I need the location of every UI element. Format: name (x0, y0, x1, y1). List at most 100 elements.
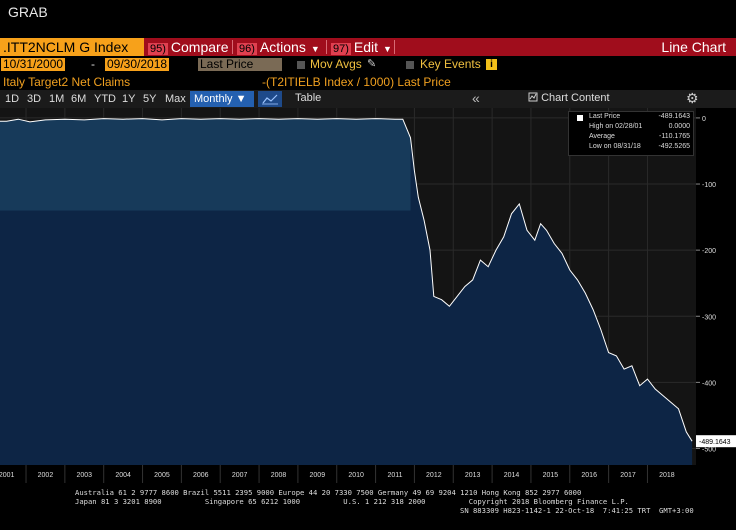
price-chart[interactable]: 0-100-200-300-400-500 2001 2002 2003 2004 20… (0, 108, 736, 484)
footer-session-line: SN 883309 H823-1142-1 22-Oct-18 7:41:25 … (460, 506, 694, 515)
last-value-box (696, 435, 736, 448)
y-tick-label: 0 (702, 116, 706, 123)
actions-menu-number: 96) (237, 43, 257, 55)
date-separator: - (91, 57, 95, 71)
compare-menu-number: 95) (148, 43, 168, 55)
footer: Australia 61 2 9777 8600 Brazil 5511 239… (0, 484, 736, 530)
table-button[interactable]: Table (295, 92, 322, 104)
legend-row-high: High on 02/28/01 0.0000 (569, 123, 693, 132)
x-tick-label: 2006 (193, 472, 209, 479)
x-tick-label: 2017 (620, 472, 636, 479)
menu-divider (232, 40, 233, 54)
x-tick-label: 2004 (115, 472, 131, 479)
key-events-label[interactable]: Key Events (420, 57, 481, 71)
start-date-field[interactable]: 10/31/2000 (1, 57, 66, 71)
x-tick-label: 2016 (581, 472, 597, 479)
chart-content-icon (528, 92, 538, 102)
chart-legend: Last Price -489.1643 High on 02/28/01 0.… (568, 111, 694, 156)
edit-menu[interactable]: 97) Edit ▼ (331, 38, 392, 56)
legend-value: 0.0000 (668, 123, 690, 130)
period-1d-button[interactable]: 1D (5, 93, 20, 105)
chart-toolbar (0, 90, 736, 108)
x-axis-band (0, 465, 736, 484)
legend-label: Low on 08/31/18 (589, 143, 641, 150)
legend-label: High on 02/28/01 (589, 123, 643, 130)
legend-value: -492.5265 (658, 143, 690, 150)
window-title: GRAB (8, 4, 48, 20)
menu-bar (0, 38, 736, 56)
edit-menu-number: 97) (331, 43, 351, 55)
legend-swatch (577, 115, 583, 121)
mov-avgs-label[interactable]: Mov Avgs (310, 57, 362, 71)
period-1y-button[interactable]: 1Y (122, 93, 136, 105)
x-tick-label: 2008 (271, 472, 287, 479)
compare-menu[interactable]: 95) Compare (148, 38, 229, 56)
x-tick-label: 2014 (504, 472, 520, 479)
menu-divider (326, 40, 327, 54)
period-3d-button[interactable]: 3D (27, 93, 42, 105)
legend-value: -110.1765 (658, 133, 690, 140)
key-events-checkbox[interactable] (406, 61, 414, 69)
legend-row-average: Average -110.1765 (569, 133, 693, 142)
y-tick-label: -200 (702, 248, 716, 255)
x-tick-label: 2001 (0, 472, 14, 479)
x-tick-label: 2007 (232, 472, 248, 479)
footer-copyright-line: Japan 81 3 3201 8900 Singapore 65 6212 1… (75, 497, 629, 506)
security-title: Italy Target2 Net Claims (3, 75, 131, 89)
info-icon[interactable]: i (486, 59, 497, 70)
frequency-label: Monthly (194, 93, 233, 105)
x-tick-label: 2009 (310, 472, 326, 479)
y-tick-label: -400 (702, 380, 716, 387)
x-tick-label: 2005 (154, 472, 170, 479)
compare-menu-label: Compare (170, 39, 229, 55)
x-tick-label: 2018 (659, 472, 675, 479)
x-tick-label: 2012 (426, 472, 442, 479)
caret-down-icon: ▼ (383, 44, 392, 54)
x-axis: 2001 2002 2003 2004 2005 2006 2007 2008 2009 2010… (0, 465, 736, 484)
end-date-field[interactable]: 09/30/2018 (105, 57, 170, 71)
legend-value: -489.1643 (658, 113, 690, 120)
x-tick-label: 2015 (543, 472, 559, 479)
price-line (0, 118, 693, 442)
frequency-select[interactable]: Monthly ▼ (190, 91, 254, 107)
x-tick-label: 2003 (76, 472, 92, 479)
last-value-marker: -489.1643 (696, 435, 736, 448)
y-tick-label: -300 (702, 314, 716, 321)
actions-menu[interactable]: 96) Actions ▼ (237, 38, 320, 56)
caret-down-icon: ▼ (235, 93, 247, 105)
x-tick-label: 2011 (387, 472, 402, 479)
pencil-icon[interactable]: ✎ (367, 58, 377, 70)
y-tick-label: -100 (702, 182, 716, 189)
caret-down-icon: ▼ (310, 44, 320, 54)
x-tick-label: 2010 (348, 472, 364, 479)
last-value-label: -489.1643 (699, 439, 731, 446)
x-tick-label: 2013 (465, 472, 481, 479)
chart-content-label: Chart Content (541, 92, 610, 104)
mov-avgs-checkbox[interactable] (297, 61, 305, 69)
chart-type-label: Line Chart (661, 39, 726, 55)
period-1m-button[interactable]: 1M (49, 93, 65, 105)
y-tick-label: -500 (702, 446, 716, 453)
collapse-chevron-icon[interactable]: « (472, 90, 480, 106)
legend-row-low: Low on 08/31/18 -492.5265 (569, 143, 693, 152)
legend-label: Last Price (589, 113, 621, 120)
security-formula: -(T2ITIELB Index / 1000) Last Price (262, 75, 451, 89)
gear-icon[interactable]: ⚙ (686, 90, 699, 106)
period-6m-button[interactable]: 6M (71, 93, 87, 105)
legend-label: Average (589, 133, 615, 140)
menu-divider (394, 40, 395, 54)
legend-row-last-price: Last Price -489.1643 (569, 113, 693, 122)
actions-menu-label: Actions (259, 39, 306, 55)
x-tick-label: 2002 (38, 472, 54, 479)
period-max-button[interactable]: Max (165, 93, 186, 105)
ticker-field[interactable]: .ITT2NCLM G Index (0, 38, 144, 56)
footer-contacts-line: Australia 61 2 9777 8600 Brazil 5511 239… (75, 488, 582, 497)
line-chart-button[interactable] (258, 91, 282, 107)
chart-content-button[interactable]: Chart Content (528, 92, 610, 104)
edit-menu-label: Edit (353, 39, 379, 55)
period-5y-button[interactable]: 5Y (143, 93, 157, 105)
area-fill-upper (0, 118, 411, 211)
series-select[interactable]: Last Price (198, 58, 282, 71)
period-ytd-button[interactable]: YTD (94, 93, 116, 105)
line-chart-icon (262, 94, 278, 105)
